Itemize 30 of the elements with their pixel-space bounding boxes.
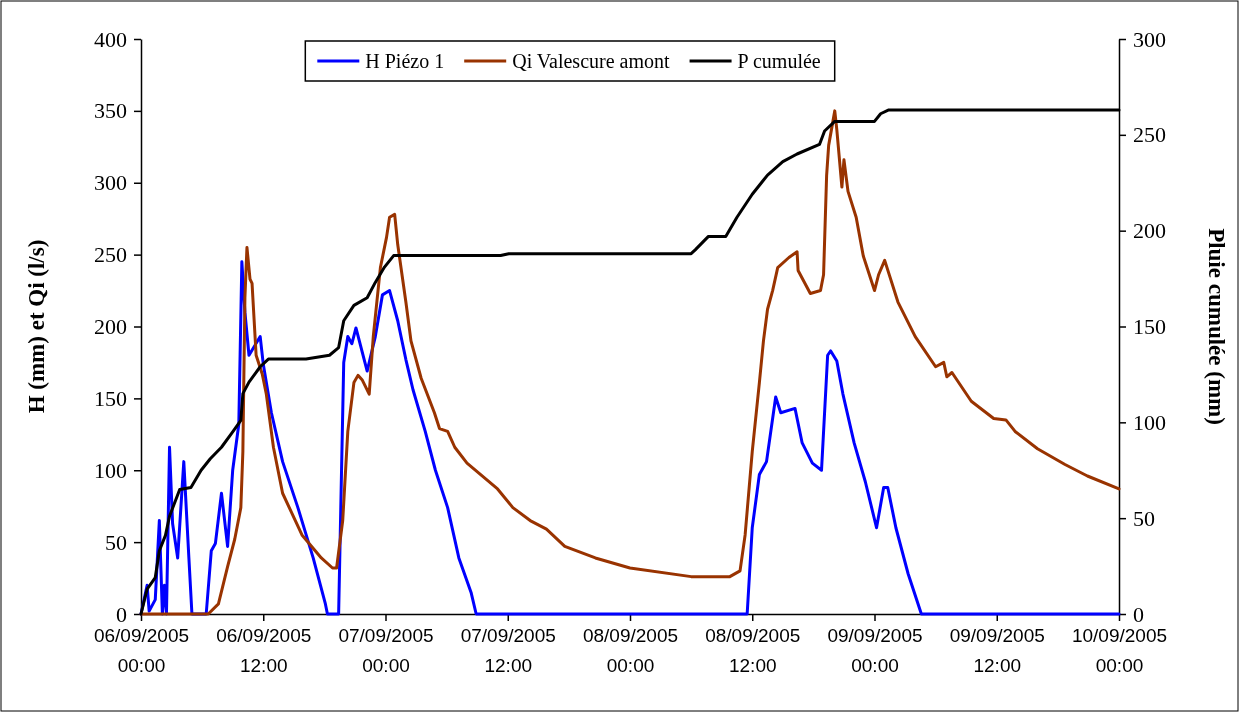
y2-tick-label: 200 bbox=[1133, 218, 1166, 244]
y2-tick-label: 150 bbox=[1133, 314, 1166, 340]
x-tick-label: 08/09/2005 12:00 bbox=[705, 625, 801, 676]
y2-axis-title: Pluie cumulée (mm) bbox=[1204, 228, 1229, 425]
x-tick-label: 07/09/2005 12:00 bbox=[460, 625, 556, 676]
x-tick-label: 09/09/2005 00:00 bbox=[827, 625, 923, 676]
y-tick-label: 200 bbox=[94, 314, 127, 340]
legend-label: H Piézo 1 bbox=[365, 50, 445, 72]
y-tick-label: 50 bbox=[105, 529, 127, 555]
y-axis-title: H (mm) et Qi (l/s) bbox=[24, 239, 49, 414]
x-tick-label: 09/09/2005 12:00 bbox=[949, 625, 1045, 676]
x-tick-label: 06/09/2005 00:00 bbox=[93, 625, 190, 676]
y-tick-label: 400 bbox=[94, 26, 127, 52]
y2-tick-label: 100 bbox=[1133, 409, 1166, 435]
y-tick-label: 300 bbox=[94, 170, 127, 196]
x-tick-label: 07/09/2005 00:00 bbox=[338, 625, 434, 676]
y2-tick-label: 250 bbox=[1133, 122, 1166, 148]
x-tick-label: 08/09/2005 00:00 bbox=[582, 625, 679, 676]
y2-tick-label: 0 bbox=[1133, 601, 1144, 627]
y2-tick-label: 50 bbox=[1133, 505, 1155, 531]
y-tick-label: 150 bbox=[94, 385, 127, 411]
x-tick-label: 10/09/2005 00:00 bbox=[1071, 625, 1168, 676]
y-tick-label: 100 bbox=[94, 457, 127, 483]
y-tick-label: 350 bbox=[94, 98, 127, 124]
x-tick-label: 06/09/2005 12:00 bbox=[216, 625, 312, 676]
legend-label: P cumulée bbox=[737, 50, 821, 72]
y-tick-label: 250 bbox=[94, 242, 127, 268]
y-tick-label: 0 bbox=[116, 601, 127, 627]
legend-label: Qi Valescure amont bbox=[512, 50, 670, 72]
y2-tick-label: 300 bbox=[1133, 26, 1166, 52]
